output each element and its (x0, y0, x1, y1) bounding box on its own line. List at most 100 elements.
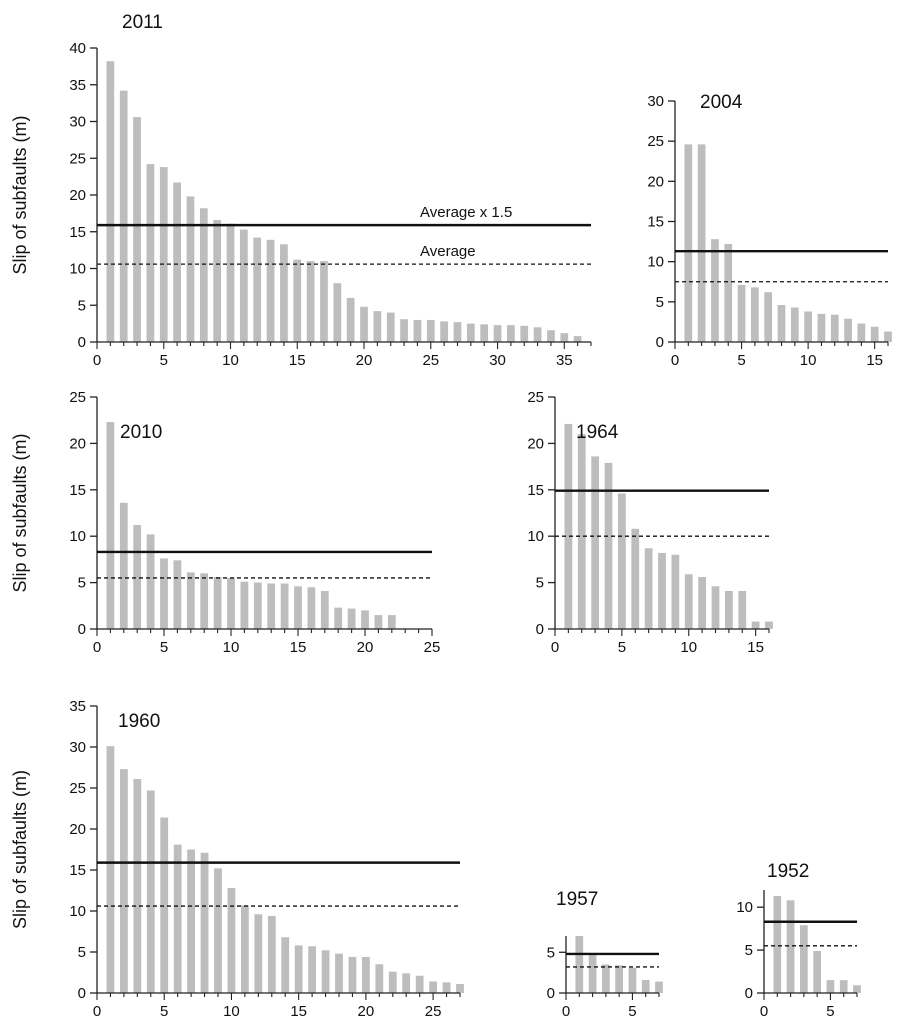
x-tick-label: 10 (223, 639, 240, 656)
bar (133, 778, 142, 993)
y-tick-label: 5 (78, 297, 86, 314)
bar (655, 981, 663, 993)
bar (146, 534, 155, 629)
bar (119, 502, 128, 629)
y-tick-label: 10 (527, 528, 544, 545)
bar (119, 769, 128, 993)
bar (119, 90, 128, 342)
y-tick-label: 15 (69, 224, 86, 241)
y-tick-label: 5 (547, 944, 555, 961)
bar (844, 318, 852, 342)
bar (227, 888, 236, 993)
y-tick-label: 10 (69, 261, 86, 278)
bar (375, 964, 384, 993)
panel-title: 1957 (556, 889, 598, 910)
bar (187, 849, 196, 993)
bar (280, 583, 289, 629)
y-tick-label: 5 (536, 575, 544, 592)
x-tick-label: 20 (356, 352, 373, 369)
y-tick-label: 0 (78, 334, 86, 351)
bar (786, 900, 795, 993)
bar (253, 237, 262, 342)
bar (402, 973, 411, 993)
bar (306, 261, 315, 342)
x-tick-label: 15 (866, 352, 883, 369)
y-tick-label: 5 (78, 944, 86, 961)
x-tick-label: 0 (760, 1003, 768, 1020)
bar (507, 325, 515, 342)
y-tick-label: 25 (69, 150, 86, 167)
y-tick-label: 35 (69, 698, 86, 715)
bar (373, 311, 382, 342)
bar (560, 333, 569, 342)
bar (106, 61, 115, 342)
x-tick-label: 0 (671, 352, 679, 369)
y-tick-label: 30 (69, 739, 86, 756)
y-tick-label: 20 (527, 435, 544, 452)
panel-title: 1960 (118, 711, 160, 732)
y-tick-label: 10 (69, 528, 86, 545)
y-tick-label: 5 (745, 942, 753, 959)
bar (813, 950, 821, 993)
bar (186, 572, 195, 629)
panel-1960: 0 5 10 15 20 25 30 35 0 5 10 15 20 25 1960 Slip of subf… (10, 698, 464, 1020)
panel-title: 2004 (700, 92, 743, 113)
bar (266, 239, 275, 342)
x-tick-label: 20 (357, 639, 374, 656)
x-tick-label: 10 (800, 352, 817, 369)
y-tick-label: 5 (78, 575, 86, 592)
bar (725, 590, 733, 629)
x-tick-label: 30 (489, 352, 506, 369)
y-tick-label: 35 (69, 77, 86, 94)
bar (361, 956, 370, 993)
y-tick-label: 20 (69, 187, 86, 204)
y-axis-label: Slip of subfaults (m) (10, 115, 30, 274)
bar (159, 167, 168, 342)
bar (870, 326, 879, 342)
bar (857, 323, 866, 342)
x-tick-label: 0 (562, 1003, 570, 1020)
bar (804, 311, 812, 342)
bar (413, 319, 422, 342)
panel-1964: 0 5 10 15 20 25 0 5 10 15 1964 (527, 389, 773, 656)
bar (826, 980, 835, 994)
y-tick-label: 15 (647, 214, 664, 231)
bar (308, 946, 317, 993)
y-tick-label: 0 (78, 621, 86, 638)
bar (348, 956, 357, 993)
bar (684, 144, 693, 342)
bar (133, 117, 141, 342)
x-tick-label: 10 (222, 352, 239, 369)
x-tick-label: 5 (618, 639, 626, 656)
x-tick-label: 10 (680, 639, 697, 656)
x-tick-label: 10 (223, 1003, 240, 1020)
bar (280, 244, 288, 342)
x-tick-label: 0 (93, 352, 101, 369)
bar (790, 307, 799, 342)
y-axis-label: Slip of subfaults (m) (10, 770, 30, 929)
bar (415, 975, 424, 993)
y-tick-label: 20 (69, 821, 86, 838)
bar (429, 981, 438, 993)
bar (453, 322, 462, 342)
bar (173, 844, 182, 993)
panel-title: 2010 (120, 422, 162, 443)
bar (573, 336, 582, 342)
bar (213, 219, 222, 342)
bar (360, 306, 368, 342)
y-tick-label: 10 (736, 899, 753, 916)
bar (697, 144, 706, 342)
panel-2010: 0 5 10 15 20 25 0 5 10 15 20 25 2010 Slip of subfault… (10, 389, 440, 656)
bar (839, 980, 848, 994)
bar (253, 582, 262, 629)
bar (602, 964, 610, 993)
x-tick-label: 25 (424, 639, 441, 656)
bar (830, 314, 839, 342)
bar (442, 982, 451, 993)
bar (213, 577, 222, 629)
bar (186, 196, 195, 342)
bar (240, 905, 249, 993)
bar (493, 325, 502, 342)
bar (564, 423, 573, 629)
